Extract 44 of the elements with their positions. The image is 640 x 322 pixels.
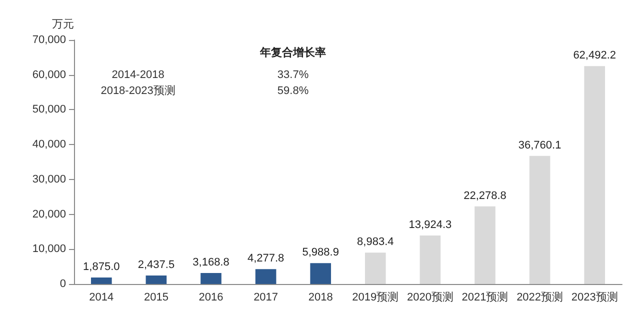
y-tick-label: 50,000: [32, 104, 66, 116]
y-axis-title: 万元: [52, 18, 74, 30]
bar: [146, 276, 167, 284]
x-tick-label: 2016: [198, 292, 224, 304]
annotation: 2018-2023预测: [100, 85, 176, 97]
x-tick-label: 2019预测: [352, 292, 399, 304]
x-tick-label: 2021预测: [462, 292, 508, 304]
bar: [255, 269, 276, 284]
data-label: 36,760.1: [518, 139, 562, 152]
data-label: 4,277.8: [247, 252, 284, 265]
bar: [474, 206, 496, 284]
x-tick-label: 2022预测: [516, 292, 564, 304]
y-tick-label: 70,000: [32, 34, 66, 46]
data-label: 1,875.0: [83, 260, 120, 273]
x-tick-label: 2020预测: [406, 292, 454, 304]
y-tick-label: 30,000: [32, 173, 66, 186]
annotation: 59.8%: [277, 85, 309, 97]
data-label: 3,168.8: [192, 256, 230, 268]
annotation: 2014-2018: [112, 69, 164, 81]
bar: [90, 277, 112, 284]
data-label: 22,278.8: [464, 190, 506, 202]
bar: [310, 263, 332, 284]
bar: [529, 156, 550, 284]
data-label: 13,924.3: [408, 218, 452, 231]
annotation: 33.7%: [277, 69, 309, 81]
x-tick-label: 2014: [89, 292, 114, 304]
y-tick-label: 0: [60, 278, 66, 290]
y-tick-label: 60,000: [32, 68, 66, 81]
y-tick-label: 10,000: [32, 243, 66, 256]
data-label: 5,988.9: [302, 246, 339, 259]
y-tick-label: 20,000: [32, 208, 66, 220]
data-label: 8,983.4: [357, 236, 394, 248]
y-tick-label: 40,000: [32, 138, 66, 151]
x-tick-label: 2023预测: [571, 292, 618, 304]
bar: [584, 66, 606, 284]
bar: [200, 272, 222, 284]
data-label: 62,492.2: [573, 50, 616, 62]
x-tick-label: 2017: [254, 292, 278, 304]
bar: [420, 235, 441, 284]
annotation: 年复合增长率: [259, 46, 326, 59]
data-label: 2,437.5: [138, 259, 175, 272]
x-tick-label: 2018: [308, 292, 333, 304]
x-tick-label: 2015: [144, 292, 168, 304]
bar: [364, 252, 386, 284]
